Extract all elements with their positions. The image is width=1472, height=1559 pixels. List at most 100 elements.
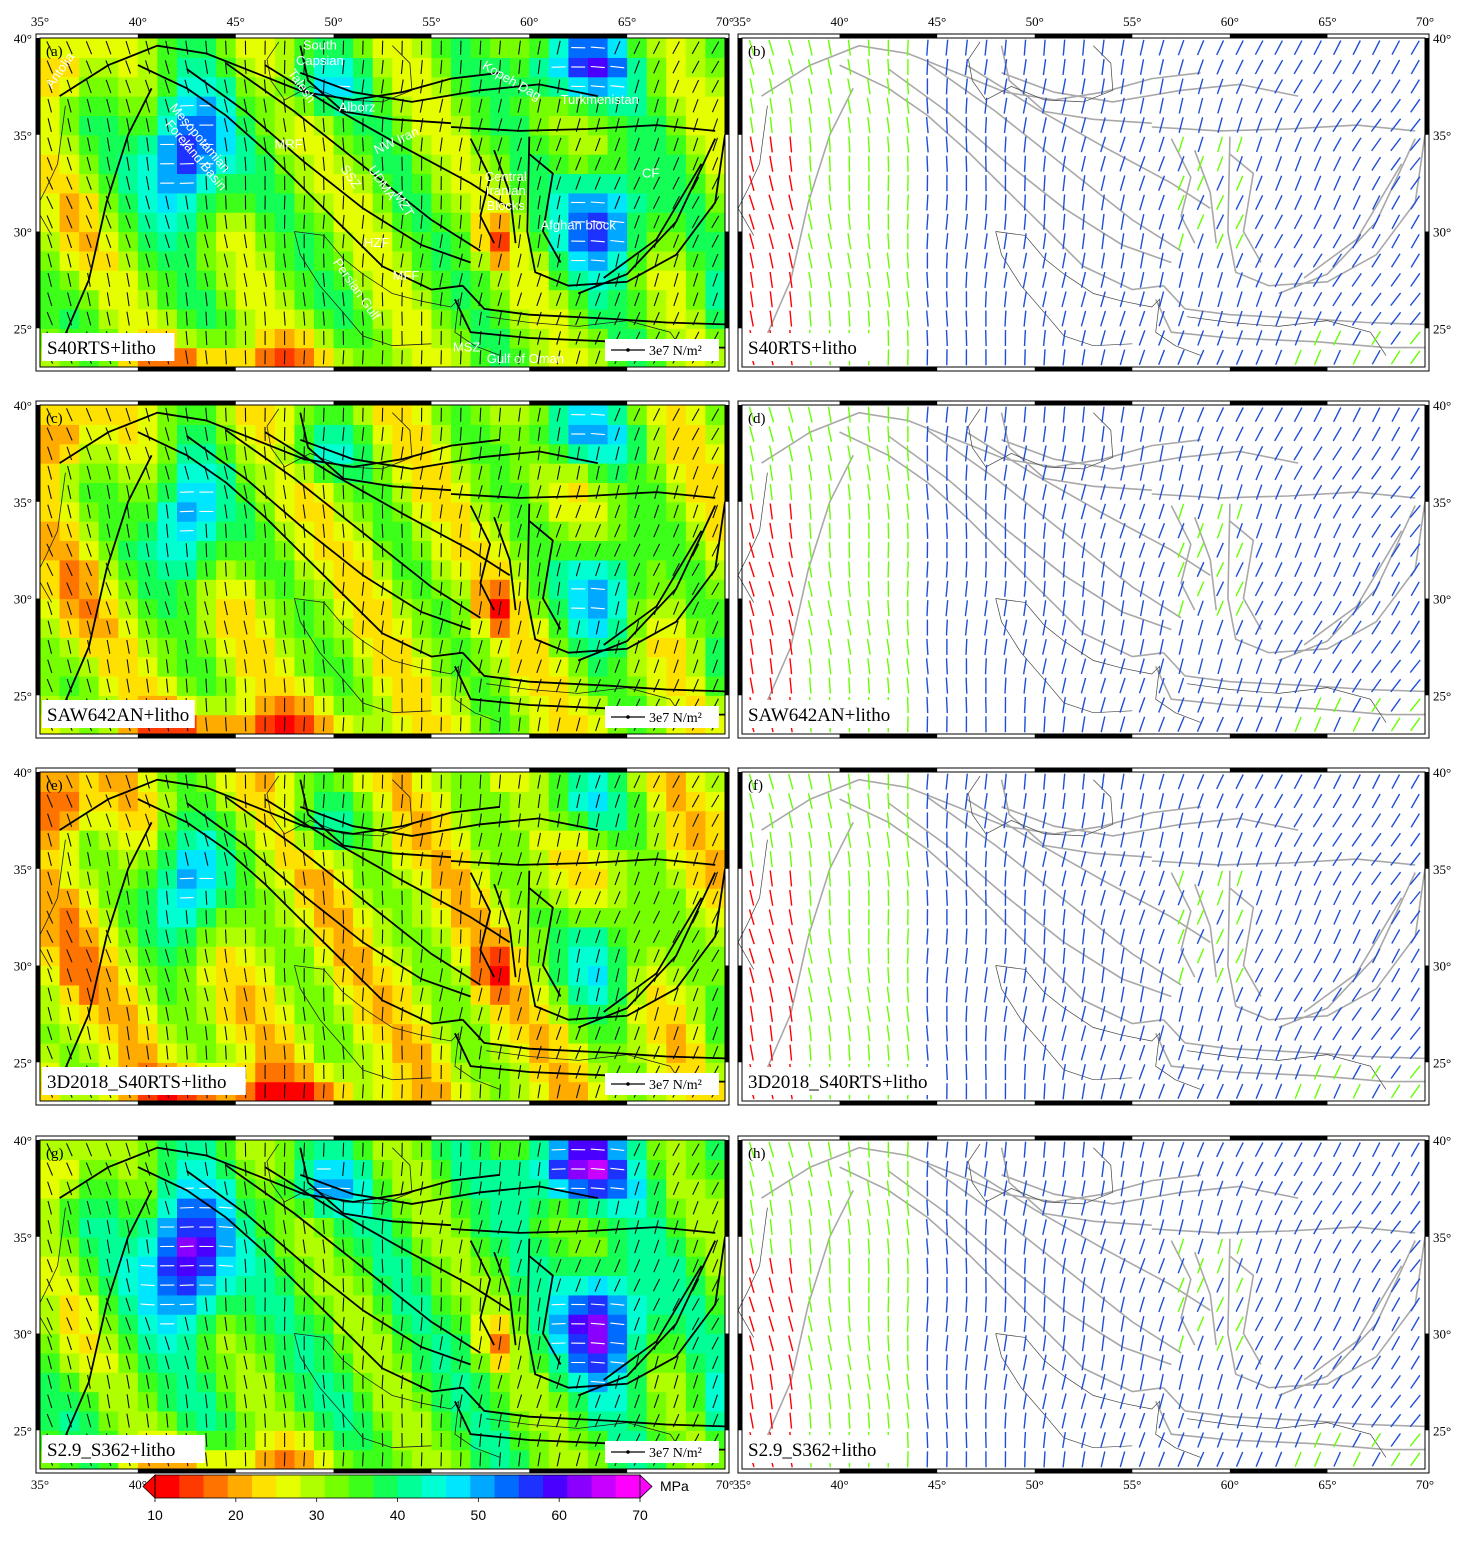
regime-bar <box>1119 175 1126 191</box>
regime-bar <box>1352 697 1362 713</box>
stress-bar <box>692 968 700 982</box>
stress-bar <box>381 639 384 654</box>
stress-bar <box>342 1026 345 1041</box>
stress-bar <box>537 968 541 983</box>
regime-bar <box>1177 561 1185 578</box>
stress-bar <box>711 968 719 982</box>
stress-bar <box>85 427 93 441</box>
regime-bar <box>1332 504 1342 519</box>
stress-bar <box>590 65 605 69</box>
stress-bar <box>613 176 621 190</box>
stress-bar <box>342 176 345 191</box>
stress-bar <box>66 234 73 249</box>
stress-bar <box>204 852 209 867</box>
regime-bar <box>945 291 948 308</box>
regime-bar <box>1196 716 1205 732</box>
regime-bar <box>1332 678 1342 693</box>
regime-bar <box>1100 503 1107 520</box>
stress-bar <box>342 137 345 152</box>
regime-bar <box>847 619 852 636</box>
regime-bar <box>906 658 910 675</box>
regime-bar <box>1139 213 1145 230</box>
fault-trace <box>1162 285 1426 326</box>
stress-bar <box>47 446 53 461</box>
regime-bar <box>1081 619 1086 636</box>
stress-bar <box>105 427 112 441</box>
regime-bar <box>1042 619 1047 636</box>
regime-bar <box>1158 330 1166 346</box>
stress-bar <box>517 98 522 113</box>
stress-bar <box>594 774 601 789</box>
regime-bar <box>1120 425 1125 443</box>
stress-bar <box>672 79 680 94</box>
lat-tick-label: 25° <box>14 321 32 336</box>
regime-bar <box>828 175 831 192</box>
stress-bar <box>439 659 443 674</box>
regime-bar <box>867 136 871 153</box>
regime-bar <box>1004 580 1007 597</box>
stress-bar <box>595 852 601 866</box>
stress-bar <box>498 774 502 789</box>
stress-bar <box>634 98 640 113</box>
regime-bar <box>807 426 813 442</box>
regime-bar <box>1023 194 1026 211</box>
stress-bar <box>146 292 150 307</box>
stress-bar <box>633 427 640 441</box>
stress-bar <box>479 350 482 365</box>
stress-bar <box>65 775 73 789</box>
regime-bar <box>1120 406 1125 423</box>
stress-bar <box>614 157 621 171</box>
stress-bar <box>223 968 228 983</box>
coastline <box>737 105 768 236</box>
fault-trace <box>1227 134 1426 287</box>
stress-bar <box>420 659 423 674</box>
stress-bar <box>594 157 602 171</box>
regime-bar <box>1081 78 1086 95</box>
regime-bar <box>768 445 774 462</box>
regime-bar <box>1100 349 1106 366</box>
stress-bar <box>87 118 91 133</box>
regime-bar <box>827 59 833 75</box>
fault-trace <box>450 124 716 132</box>
regime-bar <box>1177 349 1185 365</box>
regime-bar <box>1120 271 1125 288</box>
frame-bar <box>1034 734 1133 738</box>
stress-bar <box>85 949 93 963</box>
regime-bar <box>1003 464 1008 481</box>
regime-bar <box>965 522 968 539</box>
regime-bar <box>1158 349 1166 366</box>
stress-bar <box>361 987 365 1002</box>
stress-bar <box>380 968 385 983</box>
regime-bar <box>827 213 832 230</box>
regime-bar <box>1371 40 1381 56</box>
frame-bar <box>529 367 628 371</box>
stress-bar <box>440 156 443 171</box>
regime-bar <box>1197 330 1205 346</box>
stress-bar <box>46 562 54 577</box>
regime-bar <box>789 522 793 539</box>
regime-bar <box>906 155 909 172</box>
regime-bar <box>1177 677 1185 694</box>
regime-bar <box>1274 98 1283 114</box>
regime-bar <box>1101 213 1105 230</box>
regime-bar <box>1139 59 1145 76</box>
stress-bar <box>673 273 679 287</box>
stress-bar <box>575 891 582 905</box>
stress-bar <box>243 465 248 480</box>
regime-bar <box>1023 136 1027 153</box>
regime-bar <box>945 136 949 153</box>
regime-bar <box>887 425 890 443</box>
regime-bar <box>1119 542 1126 558</box>
stress-bar <box>711 833 719 847</box>
stress-bar <box>65 929 73 944</box>
regime-bar <box>1158 542 1166 558</box>
stress-bar <box>144 215 151 229</box>
stress-bar <box>712 871 719 886</box>
regime-bar <box>1371 697 1382 713</box>
stress-bar <box>614 562 621 577</box>
stress-bar <box>46 195 54 210</box>
regime-bar <box>1333 716 1342 732</box>
stress-bar <box>537 832 542 847</box>
stress-bar <box>634 659 640 674</box>
stress-bar <box>712 659 719 674</box>
